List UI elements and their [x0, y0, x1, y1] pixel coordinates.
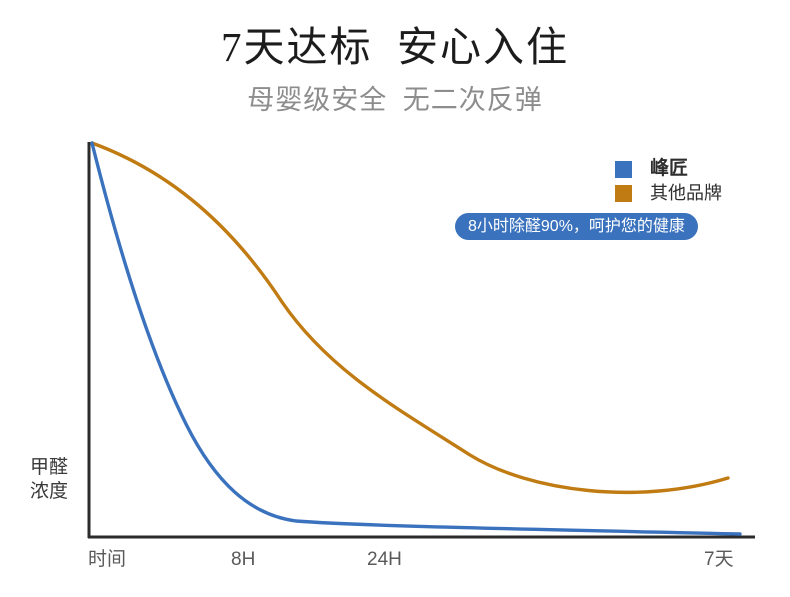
legend-item-other-brands: 其他品牌 [615, 181, 785, 205]
chart-legend: 峰匠 其他品牌 [615, 157, 785, 205]
legend-label-other-brands: 其他品牌 [650, 183, 722, 203]
series-line-other-brands [90, 141, 730, 495]
legend-swatch-other-brands [615, 184, 632, 202]
highlight-badge: 8小时除醛90%，呵护您的健康 [455, 213, 698, 240]
x-tick-label-7days: 7天 [704, 549, 734, 570]
legend-label-fengjiang: 峰匠 [650, 158, 689, 179]
page-subtitle: 母婴级安全 无二次反弹 [247, 85, 543, 115]
y-axis-label: 甲醛 浓度 [30, 457, 69, 502]
x-tick-label-8h: 8H [231, 549, 256, 570]
x-tick-label-24h: 24H [367, 549, 402, 570]
x-tick-label-time: 时间 [88, 549, 127, 570]
page-title: 7天达标 安心入住 [221, 24, 569, 70]
legend-swatch-fengjiang [615, 160, 632, 178]
series-line-fengjiang [90, 141, 742, 536]
legend-item-fengjiang: 峰匠 [615, 157, 785, 181]
